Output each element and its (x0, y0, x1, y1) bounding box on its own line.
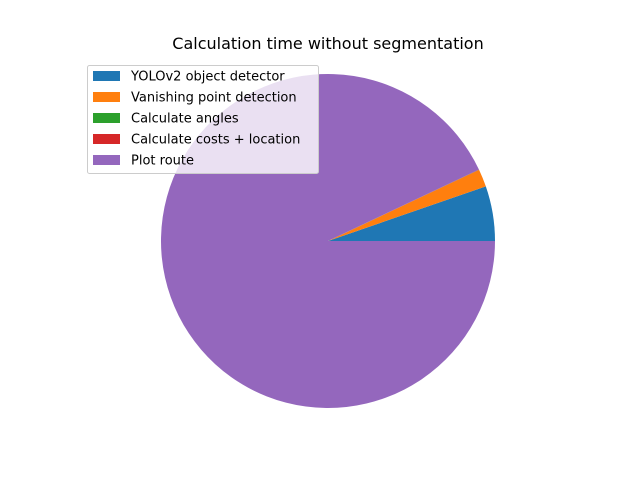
legend-label-yolov2-object-detector: YOLOv2 object detector (130, 70, 285, 85)
chart-title: Calculation time without segmentation (172, 34, 483, 53)
legend-frame (87, 65, 319, 174)
legend-entries: YOLOv2 object detector Vanishing point de… (93, 70, 300, 169)
legend-label-calculate-angles: Calculate angles (131, 112, 239, 127)
pie-slice-calculate-costs-location (328, 169, 480, 241)
legend-swatch-yolov2-object-detector (93, 71, 120, 81)
pie-slice-vanishing-point-detection (328, 169, 486, 241)
legend-swatch-plot-route (93, 155, 120, 165)
legend-label-calculate-costs-location: Calculate costs + location (131, 133, 300, 148)
pie-slice-calculate-angles (328, 169, 480, 241)
legend-swatch-calculate-costs-location (93, 134, 120, 144)
pie-slice-yolov2-object-detector (328, 186, 495, 241)
legend-label-plot-route: Plot route (131, 154, 194, 169)
legend: YOLOv2 object detector Vanishing point de… (87, 65, 319, 174)
legend-swatch-vanishing-point-detection (93, 92, 120, 102)
legend-swatch-calculate-angles (93, 113, 120, 123)
legend-label-vanishing-point-detection: Vanishing point detection (131, 91, 297, 106)
